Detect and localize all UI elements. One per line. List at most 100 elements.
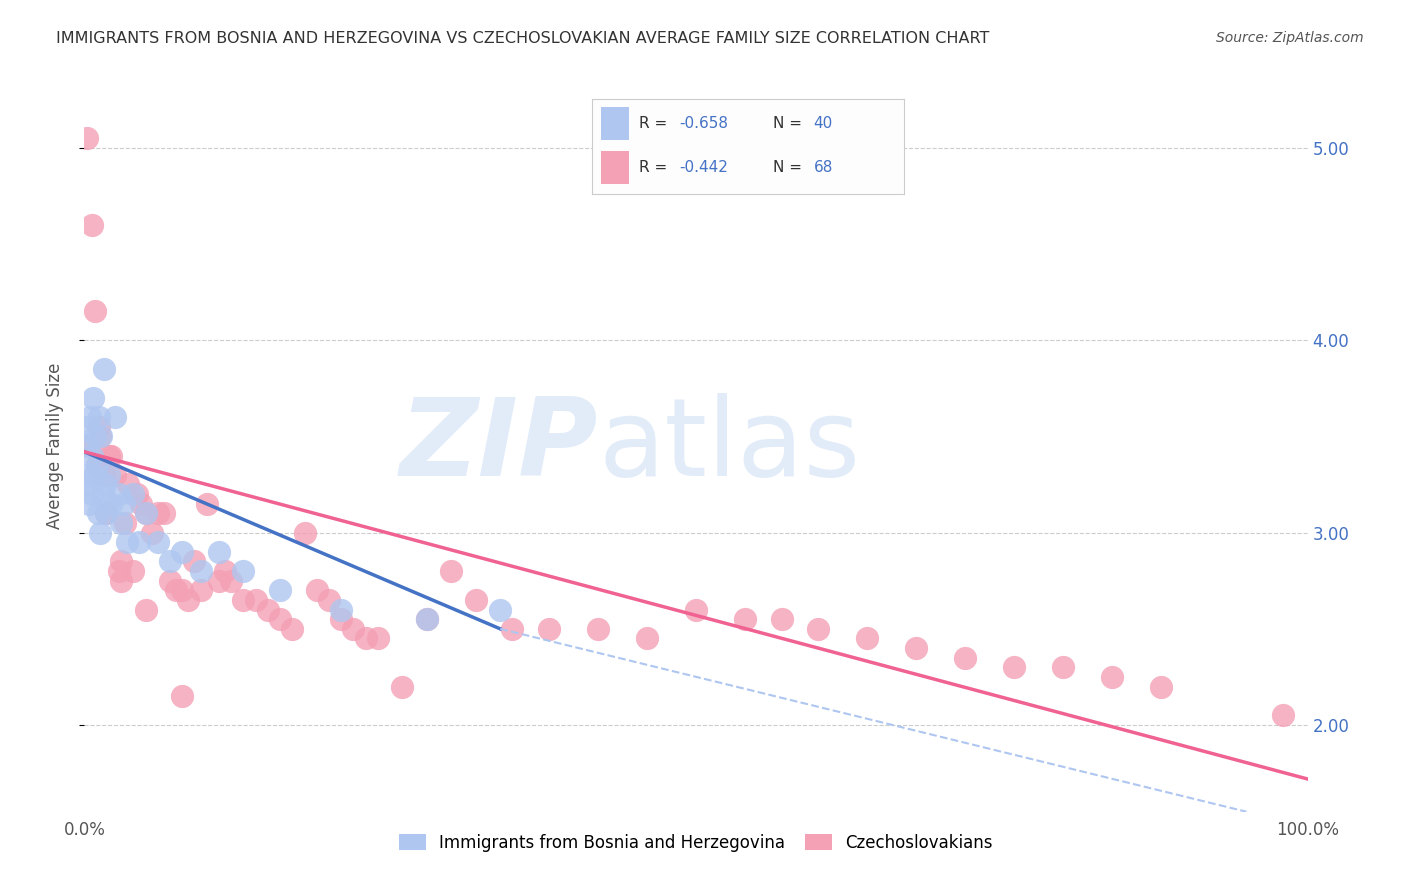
Point xyxy=(214,564,236,578)
Point xyxy=(153,507,176,521)
Point xyxy=(734,612,756,626)
Point xyxy=(122,564,145,578)
Point xyxy=(141,525,163,540)
Point xyxy=(76,439,98,453)
Point xyxy=(318,593,340,607)
Point xyxy=(391,680,413,694)
Point xyxy=(342,622,364,636)
Point xyxy=(82,391,104,405)
Point xyxy=(269,583,291,598)
Point xyxy=(538,622,561,636)
Point xyxy=(86,458,108,473)
Text: ZIP: ZIP xyxy=(399,393,598,499)
Point xyxy=(232,593,254,607)
Point xyxy=(330,602,353,616)
Point xyxy=(807,622,830,636)
Point xyxy=(96,507,118,521)
Point xyxy=(110,554,132,568)
Point xyxy=(953,650,976,665)
Point xyxy=(685,602,707,616)
Point xyxy=(269,612,291,626)
Point xyxy=(232,564,254,578)
Point xyxy=(146,507,169,521)
Point xyxy=(354,632,377,646)
Point xyxy=(770,612,793,626)
Point xyxy=(1002,660,1025,674)
Point xyxy=(87,507,110,521)
Point xyxy=(159,574,181,588)
Point xyxy=(1101,670,1123,684)
Point xyxy=(135,507,157,521)
Point xyxy=(86,458,108,473)
Point xyxy=(77,497,100,511)
Point xyxy=(75,477,97,491)
Point xyxy=(110,574,132,588)
Point xyxy=(416,612,439,626)
Point xyxy=(208,545,231,559)
Point xyxy=(165,583,187,598)
Point xyxy=(1052,660,1074,674)
Point xyxy=(104,410,127,425)
Point xyxy=(97,467,120,482)
Point xyxy=(80,487,103,501)
Point xyxy=(257,602,280,616)
Point xyxy=(107,564,129,578)
Y-axis label: Average Family Size: Average Family Size xyxy=(45,363,63,529)
Point xyxy=(367,632,389,646)
Point xyxy=(183,554,205,568)
Point xyxy=(93,467,115,482)
Point xyxy=(856,632,879,646)
Point xyxy=(117,477,139,491)
Point xyxy=(84,304,107,318)
Point xyxy=(135,507,157,521)
Point xyxy=(77,419,100,434)
Point xyxy=(83,467,105,482)
Point xyxy=(80,218,103,232)
Point xyxy=(107,487,129,501)
Point xyxy=(905,641,928,656)
Point xyxy=(190,564,212,578)
Point xyxy=(93,362,115,376)
Point xyxy=(129,497,152,511)
Point xyxy=(122,487,145,501)
Point xyxy=(440,564,463,578)
Point xyxy=(89,429,111,443)
Point xyxy=(100,449,122,463)
Point xyxy=(96,507,118,521)
Point xyxy=(586,622,609,636)
Point xyxy=(115,535,138,549)
Point xyxy=(94,477,117,491)
Point xyxy=(77,467,100,482)
Point xyxy=(146,535,169,549)
Point xyxy=(91,487,114,501)
Point xyxy=(125,487,148,501)
Point xyxy=(330,612,353,626)
Point xyxy=(195,497,218,511)
Legend: Immigrants from Bosnia and Herzegovina, Czechoslovakians: Immigrants from Bosnia and Herzegovina, … xyxy=(392,827,1000,858)
Point xyxy=(112,497,135,511)
Point xyxy=(245,593,267,607)
Point xyxy=(89,525,111,540)
Point xyxy=(172,583,194,598)
Point xyxy=(159,554,181,568)
Point xyxy=(305,583,328,598)
Point xyxy=(79,439,101,453)
Point xyxy=(489,602,512,616)
Point xyxy=(177,593,200,607)
Point xyxy=(172,545,194,559)
Point xyxy=(294,525,316,540)
Text: atlas: atlas xyxy=(598,393,860,499)
Point xyxy=(90,429,112,443)
Point xyxy=(80,449,103,463)
Point xyxy=(219,574,242,588)
Point xyxy=(87,419,110,434)
Point xyxy=(190,583,212,598)
Point xyxy=(128,535,150,549)
Point xyxy=(172,690,194,704)
Text: IMMIGRANTS FROM BOSNIA AND HERZEGOVINA VS CZECHOSLOVAKIAN AVERAGE FAMILY SIZE CO: IMMIGRANTS FROM BOSNIA AND HERZEGOVINA V… xyxy=(56,31,990,46)
Point xyxy=(502,622,524,636)
Point xyxy=(281,622,304,636)
Point xyxy=(114,516,136,530)
Point xyxy=(416,612,439,626)
Point xyxy=(87,410,110,425)
